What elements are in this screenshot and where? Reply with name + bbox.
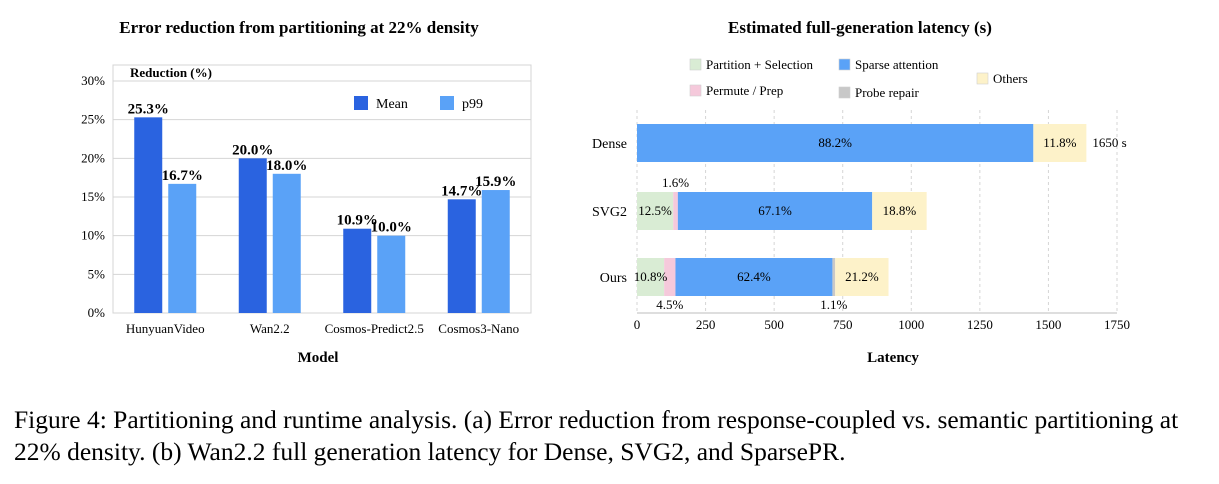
right-bar-segment bbox=[673, 192, 678, 230]
right-segment-label: 1.6% bbox=[662, 175, 689, 190]
left-y-tick-labels: 0% 5% 10% 15% 20% 25% 30% bbox=[81, 73, 105, 320]
right-segment-label: 18.8% bbox=[883, 203, 917, 218]
left-y-tick-label: 10% bbox=[81, 228, 105, 243]
right-legend-swatch bbox=[689, 58, 702, 71]
right-bar-segment bbox=[637, 258, 665, 296]
left-data-label: 10.0% bbox=[371, 220, 412, 236]
right-legend-label: Probe repair bbox=[855, 85, 920, 100]
caption-line-2: partitioning at 22% density. (b) Wan2.2 … bbox=[14, 405, 1179, 466]
right-bar-segment bbox=[835, 258, 889, 296]
right-total-label: 1650 s bbox=[1092, 135, 1126, 150]
left-y-tick-label: 25% bbox=[81, 112, 105, 127]
figure: Error reduction from partitioning at 22%… bbox=[81, 18, 1130, 366]
right-stacked-bars bbox=[637, 124, 1087, 296]
right-segment-labels: 88.2% 11.8% 12.5% 1.6% 67.1% 18.8% 10.8% 4.5% 62… bbox=[634, 135, 1127, 312]
left-y-tick-label: 15% bbox=[81, 189, 105, 204]
left-legend-label: Mean bbox=[376, 97, 408, 112]
left-legend-swatch bbox=[440, 96, 454, 110]
right-bar-segment bbox=[677, 192, 873, 230]
left-x-tick-label: Cosmos3-Nano bbox=[438, 321, 519, 336]
right-bar-segment bbox=[637, 192, 674, 230]
left-data-label: 18.0% bbox=[266, 158, 307, 174]
left-legend-label: p99 bbox=[462, 97, 483, 112]
left-y-tick-label: 0% bbox=[88, 305, 106, 320]
right-x-tick-label: 1750 bbox=[1104, 317, 1130, 332]
left-bar bbox=[272, 173, 301, 313]
right-bar-segment bbox=[872, 192, 927, 230]
right-x-tick-label: 500 bbox=[764, 317, 784, 332]
right-x-tick-labels: 0 250 500 750 1000 1250 1500 1750 bbox=[634, 317, 1130, 332]
right-category-labels: Dense SVG2 Ours bbox=[592, 137, 627, 286]
right-bar-segment bbox=[832, 258, 836, 296]
right-segment-label: 10.8% bbox=[634, 269, 668, 284]
left-y-axis-label: Reduction (%) bbox=[130, 65, 212, 80]
right-x-tick-label: 250 bbox=[696, 317, 716, 332]
right-legend-label: Others bbox=[993, 71, 1028, 86]
right-legend-swatch bbox=[976, 72, 989, 85]
right-legend-swatch bbox=[838, 58, 851, 71]
right-bar-segment bbox=[664, 258, 676, 296]
right-x-tick-label: 0 bbox=[634, 317, 641, 332]
left-data-label: 16.7% bbox=[162, 168, 203, 184]
left-x-axis-label: Model bbox=[298, 350, 339, 366]
left-x-tick-labels: HunyuanVideo Wan2.2 Cosmos-Predict2.5 Cosmo… bbox=[126, 321, 519, 336]
right-legend-label: Partition + Selection bbox=[706, 57, 813, 72]
right-segment-label: 62.4% bbox=[737, 269, 771, 284]
right-segment-label: 88.2% bbox=[818, 135, 852, 150]
right-segment-label: 1.1% bbox=[820, 297, 847, 312]
right-x-tick-label: 1500 bbox=[1035, 317, 1061, 332]
left-bar bbox=[343, 228, 372, 313]
right-segment-label: 11.8% bbox=[1043, 135, 1076, 150]
right-category-label: Ours bbox=[600, 271, 627, 286]
left-y-tick-label: 5% bbox=[88, 266, 106, 281]
left-bar bbox=[238, 158, 267, 313]
right-legend-label: Sparse attention bbox=[855, 57, 939, 72]
right-bar-segment bbox=[675, 258, 833, 296]
caption-line-1: Figure 4: Partitioning and runtime analy… bbox=[14, 405, 1029, 434]
right-legend-swatch bbox=[838, 86, 851, 99]
right-bar-segment bbox=[637, 124, 1034, 162]
left-x-tick-label: HunyuanVideo bbox=[126, 321, 205, 336]
left-data-label: 25.3% bbox=[128, 101, 169, 117]
left-legend: Mean p99 bbox=[354, 96, 483, 112]
right-legend-swatch bbox=[689, 84, 702, 97]
left-bar bbox=[377, 235, 406, 313]
left-legend-swatch bbox=[354, 96, 368, 110]
right-x-tick-label: 750 bbox=[833, 317, 853, 332]
right-x-tick-label: 1250 bbox=[967, 317, 993, 332]
latency-chart: Estimated full-generation latency (s) 88… bbox=[592, 18, 1130, 366]
right-category-label: Dense bbox=[592, 137, 627, 152]
left-bar bbox=[134, 117, 163, 313]
right-legend-label: Permute / Prep bbox=[706, 83, 783, 98]
left-bars bbox=[134, 117, 510, 313]
right-segment-label: 4.5% bbox=[656, 297, 683, 312]
left-x-tick-label: Wan2.2 bbox=[250, 321, 290, 336]
left-y-tick-label: 30% bbox=[81, 73, 105, 88]
figure-caption: Figure 4: Partitioning and runtime analy… bbox=[14, 404, 1209, 468]
right-category-label: SVG2 bbox=[592, 205, 627, 220]
right-bar-segment bbox=[1033, 124, 1087, 162]
left-data-label: 10.9% bbox=[337, 213, 378, 229]
left-data-label: 15.9% bbox=[475, 174, 516, 190]
right-legend: Partition + Selection Permute / Prep Spars… bbox=[689, 57, 1028, 100]
right-segment-label: 12.5% bbox=[638, 203, 672, 218]
left-y-tick-label: 20% bbox=[81, 150, 105, 165]
left-chart-title: Error reduction from partitioning at 22%… bbox=[119, 18, 479, 37]
right-x-axis-label: Latency bbox=[867, 350, 919, 366]
left-x-tick-label: Cosmos-Predict2.5 bbox=[325, 321, 424, 336]
left-data-label: 14.7% bbox=[441, 183, 482, 199]
left-bar bbox=[447, 199, 476, 313]
left-data-labels: 25.3% 16.7% 20.0%18.0% 10.9%10.0% 14.7%15.9% bbox=[128, 101, 517, 235]
left-bar bbox=[168, 183, 197, 313]
error-reduction-chart: Error reduction from partitioning at 22%… bbox=[81, 18, 532, 366]
left-data-label: 20.0% bbox=[232, 142, 273, 158]
right-segment-label: 21.2% bbox=[845, 269, 879, 284]
right-segment-label: 67.1% bbox=[758, 203, 792, 218]
right-chart-title: Estimated full-generation latency (s) bbox=[728, 18, 992, 37]
right-x-tick-label: 1000 bbox=[898, 317, 924, 332]
left-bar bbox=[481, 190, 510, 313]
